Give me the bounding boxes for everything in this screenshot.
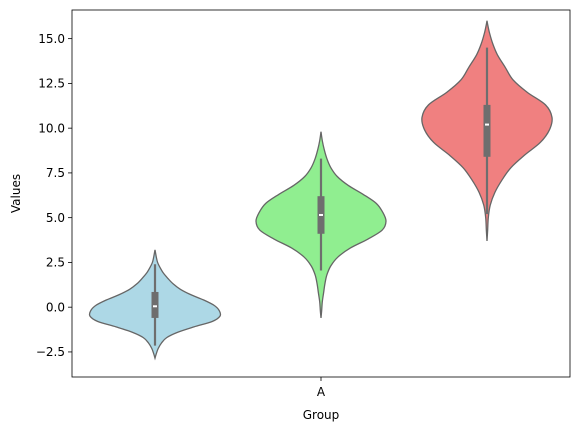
violin-1: [89, 250, 220, 358]
x-tick-label: A: [317, 385, 326, 399]
violin-iqr-box: [152, 292, 159, 318]
y-tick-label: 2.5: [46, 256, 65, 270]
violin-median: [153, 305, 157, 307]
y-axis-label: Values: [9, 174, 23, 213]
violin-median: [485, 124, 489, 126]
y-tick-label: 7.5: [46, 166, 65, 180]
y-tick-label: −2.5: [36, 345, 65, 359]
y-tick-label: 10.0: [38, 121, 65, 135]
y-axis-ticks: −2.5 0.0 2.5 5.0 7.5 10.0 12.5 15.0: [36, 32, 72, 359]
x-axis-label: Group: [303, 408, 340, 422]
x-axis-ticks: A: [317, 377, 326, 399]
y-tick-label: 5.0: [46, 211, 65, 225]
violin-3: [422, 21, 552, 241]
violins: [89, 21, 552, 358]
y-tick-label: 15.0: [38, 32, 65, 46]
y-tick-label: 0.0: [46, 300, 65, 314]
y-tick-label: 12.5: [38, 77, 65, 91]
violin-2: [256, 132, 386, 318]
violin-median: [319, 214, 323, 216]
violin-iqr-box: [484, 105, 491, 157]
